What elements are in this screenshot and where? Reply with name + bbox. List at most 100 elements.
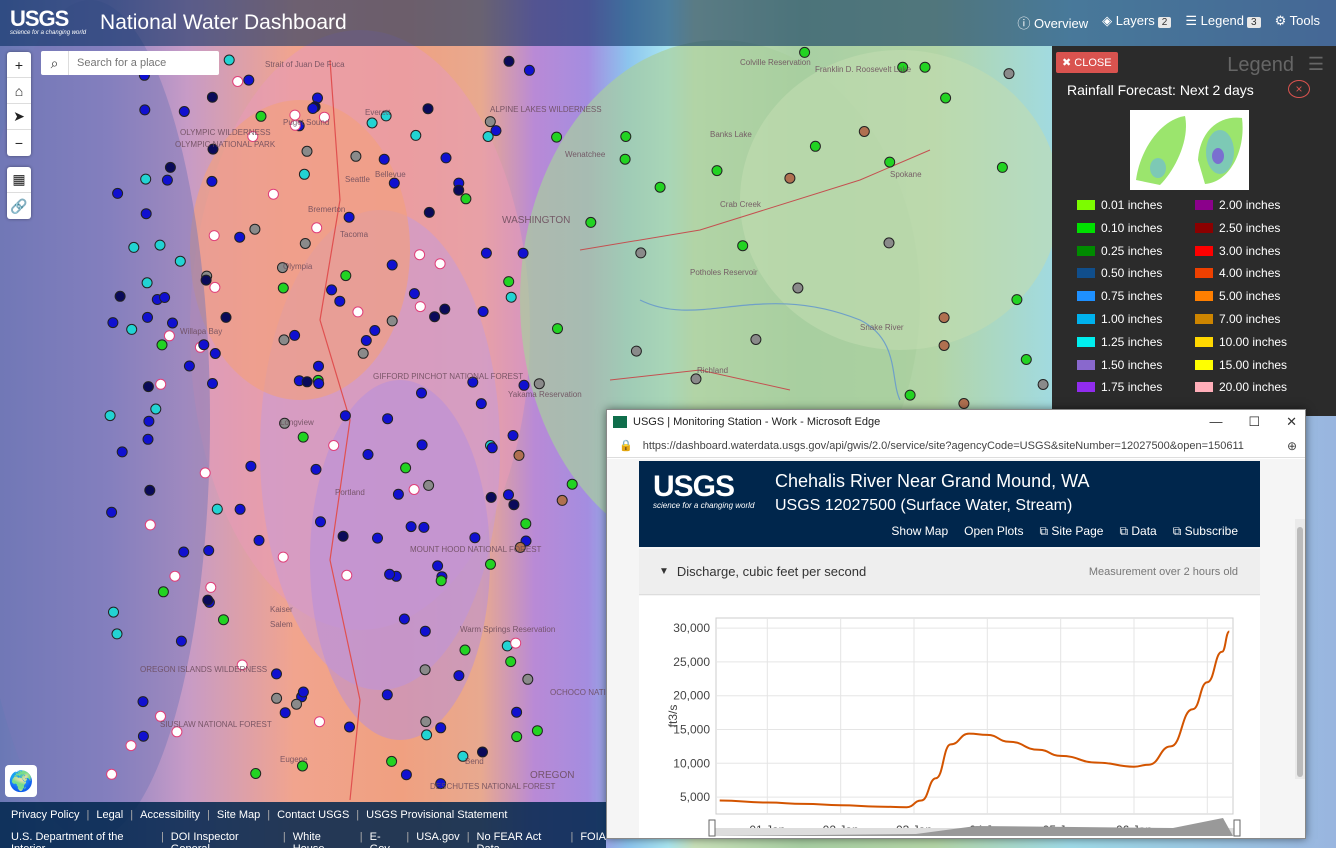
footer-link[interactable]: Contact USGS bbox=[277, 809, 350, 821]
footer-link[interactable]: USA.gov bbox=[416, 831, 460, 843]
basemap-toggle-icon[interactable]: ▦ bbox=[7, 167, 31, 193]
site-marker[interactable] bbox=[155, 710, 166, 722]
site-marker[interactable] bbox=[511, 706, 523, 718]
legend-close-button[interactable]: ✖ CLOSE bbox=[1056, 52, 1118, 73]
site-marker[interactable] bbox=[207, 378, 218, 389]
site-marker[interactable] bbox=[919, 61, 931, 73]
site-marker[interactable] bbox=[301, 145, 313, 157]
site-marker[interactable] bbox=[183, 360, 195, 372]
zoom-icon[interactable]: ⊕ bbox=[1286, 438, 1297, 453]
usgs-logo[interactable]: USGS science for a changing world bbox=[10, 8, 86, 37]
site-marker[interactable] bbox=[205, 581, 217, 593]
site-marker[interactable] bbox=[271, 692, 283, 704]
site-marker[interactable] bbox=[503, 55, 515, 67]
site-marker[interactable] bbox=[352, 306, 364, 318]
site-marker[interactable] bbox=[334, 295, 346, 307]
site-marker[interactable] bbox=[108, 606, 119, 618]
site-marker[interactable] bbox=[234, 231, 246, 243]
site-marker[interactable] bbox=[155, 378, 167, 390]
site-marker[interactable] bbox=[505, 291, 517, 303]
nav-legend[interactable]: ☰ Legend 3 bbox=[1185, 13, 1261, 32]
site-marker[interactable] bbox=[490, 125, 502, 137]
site-marker[interactable] bbox=[619, 153, 631, 165]
site-marker[interactable] bbox=[566, 478, 578, 490]
window-titlebar[interactable]: USGS | Monitoring Station - Work - Micro… bbox=[607, 410, 1305, 434]
footer-link[interactable]: Accessibility bbox=[140, 809, 201, 821]
site-marker[interactable] bbox=[140, 208, 152, 220]
site-marker[interactable] bbox=[154, 239, 166, 251]
site-marker[interactable] bbox=[313, 378, 325, 389]
site-marker[interactable] bbox=[414, 301, 426, 313]
site-marker[interactable] bbox=[278, 334, 290, 346]
site-marker[interactable] bbox=[344, 721, 355, 733]
site-marker[interactable] bbox=[453, 184, 465, 196]
site-marker[interactable] bbox=[630, 345, 642, 357]
site-marker[interactable] bbox=[207, 143, 219, 155]
site-marker[interactable] bbox=[171, 726, 183, 738]
site-usgs-logo[interactable]: USGS science for a changing world bbox=[653, 472, 754, 511]
site-marker[interactable] bbox=[453, 670, 465, 682]
site-marker[interactable] bbox=[142, 311, 153, 323]
site-marker[interactable] bbox=[106, 768, 118, 780]
site-marker[interactable] bbox=[469, 532, 481, 544]
site-marker[interactable] bbox=[459, 644, 471, 656]
site-marker[interactable] bbox=[208, 230, 220, 242]
site-marker[interactable] bbox=[408, 484, 420, 495]
site-page-link[interactable]: ⧉ Site Page bbox=[1040, 524, 1104, 539]
site-marker[interactable] bbox=[326, 284, 338, 296]
site-marker[interactable] bbox=[372, 532, 383, 544]
site-marker[interactable] bbox=[435, 722, 447, 734]
site-marker[interactable] bbox=[416, 439, 428, 451]
site-marker[interactable] bbox=[386, 315, 398, 327]
site-marker[interactable] bbox=[163, 330, 175, 342]
site-marker[interactable] bbox=[362, 449, 374, 460]
site-marker[interactable] bbox=[297, 431, 309, 443]
site-marker[interactable] bbox=[503, 276, 515, 288]
site-marker[interactable] bbox=[620, 131, 632, 142]
site-marker[interactable] bbox=[116, 446, 128, 458]
site-marker[interactable] bbox=[419, 625, 431, 637]
site-marker[interactable] bbox=[904, 389, 916, 401]
site-marker[interactable] bbox=[107, 317, 119, 329]
site-marker[interactable] bbox=[897, 61, 909, 73]
site-marker[interactable] bbox=[203, 545, 215, 556]
site-marker[interactable] bbox=[938, 340, 950, 351]
site-marker[interactable] bbox=[938, 312, 950, 324]
site-marker[interactable] bbox=[400, 462, 412, 474]
site-marker[interactable] bbox=[386, 755, 398, 767]
site-marker[interactable] bbox=[142, 381, 154, 393]
site-marker[interactable] bbox=[198, 339, 210, 351]
site-marker[interactable] bbox=[206, 175, 218, 187]
nav-tools[interactable]: ⚙ Tools bbox=[1275, 13, 1320, 32]
site-marker[interactable] bbox=[232, 76, 244, 87]
site-marker[interactable] bbox=[858, 126, 870, 137]
site-marker[interactable] bbox=[220, 311, 232, 323]
site-marker[interactable] bbox=[209, 281, 221, 293]
site-marker[interactable] bbox=[416, 387, 427, 399]
site-marker[interactable] bbox=[313, 360, 324, 372]
site-marker[interactable] bbox=[167, 317, 178, 329]
site-marker[interactable] bbox=[1020, 354, 1032, 365]
site-marker[interactable] bbox=[169, 570, 181, 582]
site-marker[interactable] bbox=[341, 569, 353, 581]
site-marker[interactable] bbox=[477, 306, 489, 317]
site-marker[interactable] bbox=[585, 216, 597, 228]
monitoring-sites[interactable] bbox=[104, 46, 1049, 790]
site-marker[interactable] bbox=[199, 467, 211, 479]
globe-icon[interactable]: 🌍 bbox=[5, 765, 37, 797]
site-marker[interactable] bbox=[440, 152, 452, 164]
site-marker[interactable] bbox=[175, 635, 187, 647]
site-marker[interactable] bbox=[357, 347, 369, 359]
site-marker[interactable] bbox=[460, 193, 472, 205]
site-marker[interactable] bbox=[255, 110, 267, 122]
site-marker[interactable] bbox=[467, 376, 479, 388]
site-marker[interactable] bbox=[311, 222, 323, 234]
site-marker[interactable] bbox=[289, 109, 301, 121]
popup-scrollbar[interactable] bbox=[1295, 519, 1305, 779]
site-marker[interactable] bbox=[517, 247, 529, 259]
site-marker[interactable] bbox=[202, 594, 214, 606]
site-marker[interactable] bbox=[520, 518, 532, 530]
site-marker[interactable] bbox=[243, 74, 255, 86]
chevron-down-icon[interactable]: ▼ bbox=[659, 566, 669, 577]
site-marker[interactable] bbox=[150, 403, 162, 415]
